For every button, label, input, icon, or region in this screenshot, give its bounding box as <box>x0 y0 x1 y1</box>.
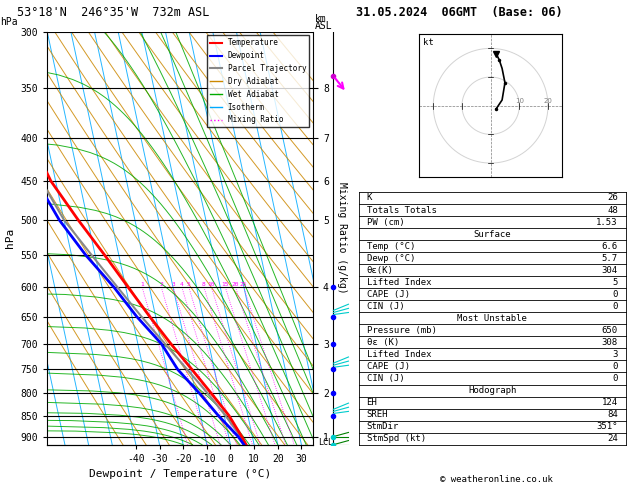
Text: 6.6: 6.6 <box>602 242 618 251</box>
Text: 3: 3 <box>613 350 618 359</box>
Text: kt: kt <box>423 38 434 47</box>
Text: Mixing Ratio (g/kg): Mixing Ratio (g/kg) <box>337 182 347 294</box>
Text: 351°: 351° <box>596 422 618 431</box>
Text: 84: 84 <box>607 410 618 419</box>
Text: 10: 10 <box>208 282 215 287</box>
Text: StmDir: StmDir <box>367 422 399 431</box>
Text: 3: 3 <box>171 282 175 287</box>
Text: ASL: ASL <box>314 20 332 31</box>
Text: Temp (°C): Temp (°C) <box>367 242 415 251</box>
Text: 1.53: 1.53 <box>596 218 618 226</box>
Text: CIN (J): CIN (J) <box>367 374 404 383</box>
Text: 0: 0 <box>613 374 618 383</box>
Text: 304: 304 <box>602 266 618 275</box>
Text: 0: 0 <box>613 290 618 299</box>
Text: 48: 48 <box>607 206 618 214</box>
Legend: Temperature, Dewpoint, Parcel Trajectory, Dry Adiabat, Wet Adiabat, Isotherm, Mi: Temperature, Dewpoint, Parcel Trajectory… <box>207 35 309 127</box>
Y-axis label: hPa: hPa <box>5 228 15 248</box>
Text: CIN (J): CIN (J) <box>367 302 404 311</box>
Text: 53°18'N  246°35'W  732m ASL: 53°18'N 246°35'W 732m ASL <box>17 6 209 19</box>
Text: 10: 10 <box>515 98 524 104</box>
Text: PW (cm): PW (cm) <box>367 218 404 226</box>
Text: CAPE (J): CAPE (J) <box>367 290 409 299</box>
Text: 5: 5 <box>187 282 191 287</box>
Text: 0: 0 <box>613 302 618 311</box>
Text: LCL: LCL <box>318 438 333 447</box>
Text: 4: 4 <box>180 282 184 287</box>
Text: 20: 20 <box>231 282 239 287</box>
Text: 650: 650 <box>602 326 618 335</box>
Text: 15: 15 <box>221 282 229 287</box>
Text: 31.05.2024  06GMT  (Base: 06): 31.05.2024 06GMT (Base: 06) <box>356 6 562 19</box>
Text: 1: 1 <box>140 282 144 287</box>
Text: EH: EH <box>367 398 377 407</box>
Text: θε (K): θε (K) <box>367 338 399 347</box>
Text: StmSpd (kt): StmSpd (kt) <box>367 434 426 443</box>
Text: θε(K): θε(K) <box>367 266 393 275</box>
Text: K: K <box>367 193 372 203</box>
Text: Dewp (°C): Dewp (°C) <box>367 254 415 262</box>
Text: hPa: hPa <box>0 17 18 27</box>
Text: km: km <box>314 14 326 24</box>
Text: 24: 24 <box>607 434 618 443</box>
Text: Pressure (mb): Pressure (mb) <box>367 326 437 335</box>
Text: 5.7: 5.7 <box>602 254 618 262</box>
Text: © weatheronline.co.uk: © weatheronline.co.uk <box>440 474 554 484</box>
Text: Surface: Surface <box>474 229 511 239</box>
X-axis label: Dewpoint / Temperature (°C): Dewpoint / Temperature (°C) <box>89 469 271 479</box>
Text: 0: 0 <box>613 362 618 371</box>
Text: Totals Totals: Totals Totals <box>367 206 437 214</box>
Text: Lifted Index: Lifted Index <box>367 350 431 359</box>
Text: 2: 2 <box>159 282 163 287</box>
Text: Lifted Index: Lifted Index <box>367 278 431 287</box>
Text: 124: 124 <box>602 398 618 407</box>
Text: 20: 20 <box>543 98 552 104</box>
Text: CAPE (J): CAPE (J) <box>367 362 409 371</box>
Text: 8: 8 <box>202 282 206 287</box>
Text: 5: 5 <box>613 278 618 287</box>
Text: Hodograph: Hodograph <box>468 386 516 395</box>
Text: SREH: SREH <box>367 410 388 419</box>
Text: 26: 26 <box>607 193 618 203</box>
Text: 25: 25 <box>240 282 247 287</box>
Text: 308: 308 <box>602 338 618 347</box>
Text: Most Unstable: Most Unstable <box>457 314 527 323</box>
